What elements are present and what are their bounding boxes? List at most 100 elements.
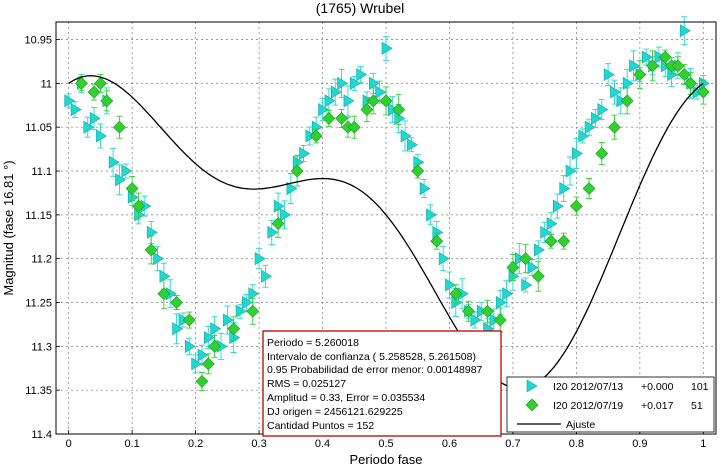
fit-curve: [68, 75, 704, 390]
triangle-point: [356, 68, 368, 82]
triangle-point: [197, 348, 209, 362]
diamond-point: [201, 357, 215, 371]
triangle-point: [330, 85, 342, 99]
triangle-point: [108, 155, 120, 169]
diamond-point: [544, 234, 558, 248]
triangle-point: [419, 182, 431, 196]
triangle-point: [324, 94, 336, 108]
legend-fit-name: Ajuste: [566, 419, 595, 431]
legend-series-1-count: 101: [691, 381, 709, 393]
series-i20-0713: [64, 16, 710, 374]
diamond-point: [87, 85, 101, 99]
legend-diamond-marker: [525, 398, 539, 412]
diamond-point: [271, 217, 285, 231]
triangle-point: [159, 269, 171, 283]
diamond-point: [360, 103, 374, 117]
diamond-point: [430, 234, 444, 248]
x-axis-label: Periodo fase: [350, 452, 423, 467]
x-tick-label: 0.7: [505, 438, 520, 450]
triangle-point: [438, 252, 450, 266]
x-tick-label: 0.8: [569, 438, 584, 450]
info-rms: RMS = 0.025127: [267, 378, 346, 390]
legend-series-2-name: I20 2012/07/19: [553, 400, 623, 412]
diamond-point: [132, 199, 145, 213]
legend: I20 2012/07/13 +0.000 101 I20 2012/07/19…: [506, 376, 715, 433]
y-tick-label: 11.05: [25, 122, 52, 134]
triangle-point: [134, 208, 146, 222]
diamond-point: [125, 182, 139, 195]
diamond-point: [481, 304, 494, 318]
diamond-point: [227, 322, 241, 336]
triangle-point: [413, 155, 425, 169]
triangle-point: [426, 208, 438, 222]
triangle-point: [318, 103, 330, 117]
triangle-point: [622, 76, 634, 90]
triangle-point: [610, 85, 622, 99]
triangle-point: [121, 164, 133, 178]
y-tick-label: 11: [41, 78, 52, 90]
triangle-point: [394, 111, 406, 125]
diamond-point: [569, 199, 583, 213]
diamond-point: [113, 120, 126, 134]
triangle-point: [470, 313, 482, 327]
legend-series-2-count: 51: [691, 400, 703, 412]
diamond-point: [322, 112, 336, 125]
triangle-point: [572, 146, 583, 161]
y-tick-label: 11.35: [25, 385, 52, 397]
legend-triangle-marker: [526, 379, 538, 393]
diamond-point: [658, 50, 672, 64]
fit-info-box: Periodo = 5.260018 Intervalo de confianz…: [262, 330, 502, 437]
diamond-point: [506, 261, 520, 274]
diamond-point: [633, 68, 647, 82]
diamond-point: [74, 76, 88, 90]
triangle-point: [445, 278, 457, 292]
x-tick-label: 0.1: [125, 438, 140, 450]
triangle-point: [115, 173, 127, 187]
diamond-point: [335, 112, 349, 125]
x-tick-labels: 0 0.1 0.2 0.3 0.4 0.5 0.6 0.7 0.8 0.9 1: [66, 438, 707, 450]
triangle-point: [540, 225, 552, 239]
triangle-point: [184, 339, 196, 353]
grid: [56, 22, 716, 435]
triangle-point: [527, 260, 539, 274]
diamond-point: [379, 94, 393, 108]
diamond-point: [620, 94, 634, 108]
diamond-point: [195, 374, 209, 388]
triangle-point: [502, 287, 514, 301]
triangle-point: [191, 357, 203, 371]
y-tick-label: 10.95: [24, 35, 52, 47]
triangle-point: [292, 155, 304, 169]
triangle-point: [204, 331, 215, 345]
triangle-point: [375, 85, 387, 99]
triangle-point: [248, 287, 260, 301]
triangle-point: [254, 252, 266, 266]
triangle-point: [70, 103, 82, 117]
y-tick-label: 11.4: [31, 429, 52, 441]
triangle-point: [559, 182, 571, 196]
x-tick-label: 0: [66, 438, 72, 450]
triangle-point: [96, 129, 108, 143]
x-tick-label: 0.6: [442, 438, 457, 450]
info-point-count: Cantidad Puntos = 152: [267, 420, 374, 432]
triangle-point: [400, 129, 412, 143]
diamond-point: [309, 129, 323, 143]
triangle-point: [83, 120, 95, 134]
diamond-point: [182, 313, 196, 327]
triangle-point: [286, 182, 298, 196]
info-period: Periodo = 5.260018: [267, 337, 359, 349]
triangle-point: [153, 252, 165, 266]
triangle-point: [89, 111, 101, 125]
diamond-point: [608, 120, 621, 134]
diamond-point: [531, 269, 545, 283]
triangle-point: [369, 76, 380, 90]
x-tick-label: 0.5: [378, 438, 393, 450]
triangle-point: [299, 146, 311, 161]
triangle-point: [521, 278, 533, 292]
diamond-point: [157, 287, 171, 301]
info-confidence-interval: Intervalo de confianza ( 5.258528, 5.261…: [267, 351, 476, 363]
diamond-point: [366, 94, 380, 108]
diamond-point: [493, 313, 507, 327]
diamond-point: [582, 182, 596, 195]
y-tick-label: 11.2: [31, 254, 52, 266]
x-tick-label: 0.3: [251, 438, 266, 450]
